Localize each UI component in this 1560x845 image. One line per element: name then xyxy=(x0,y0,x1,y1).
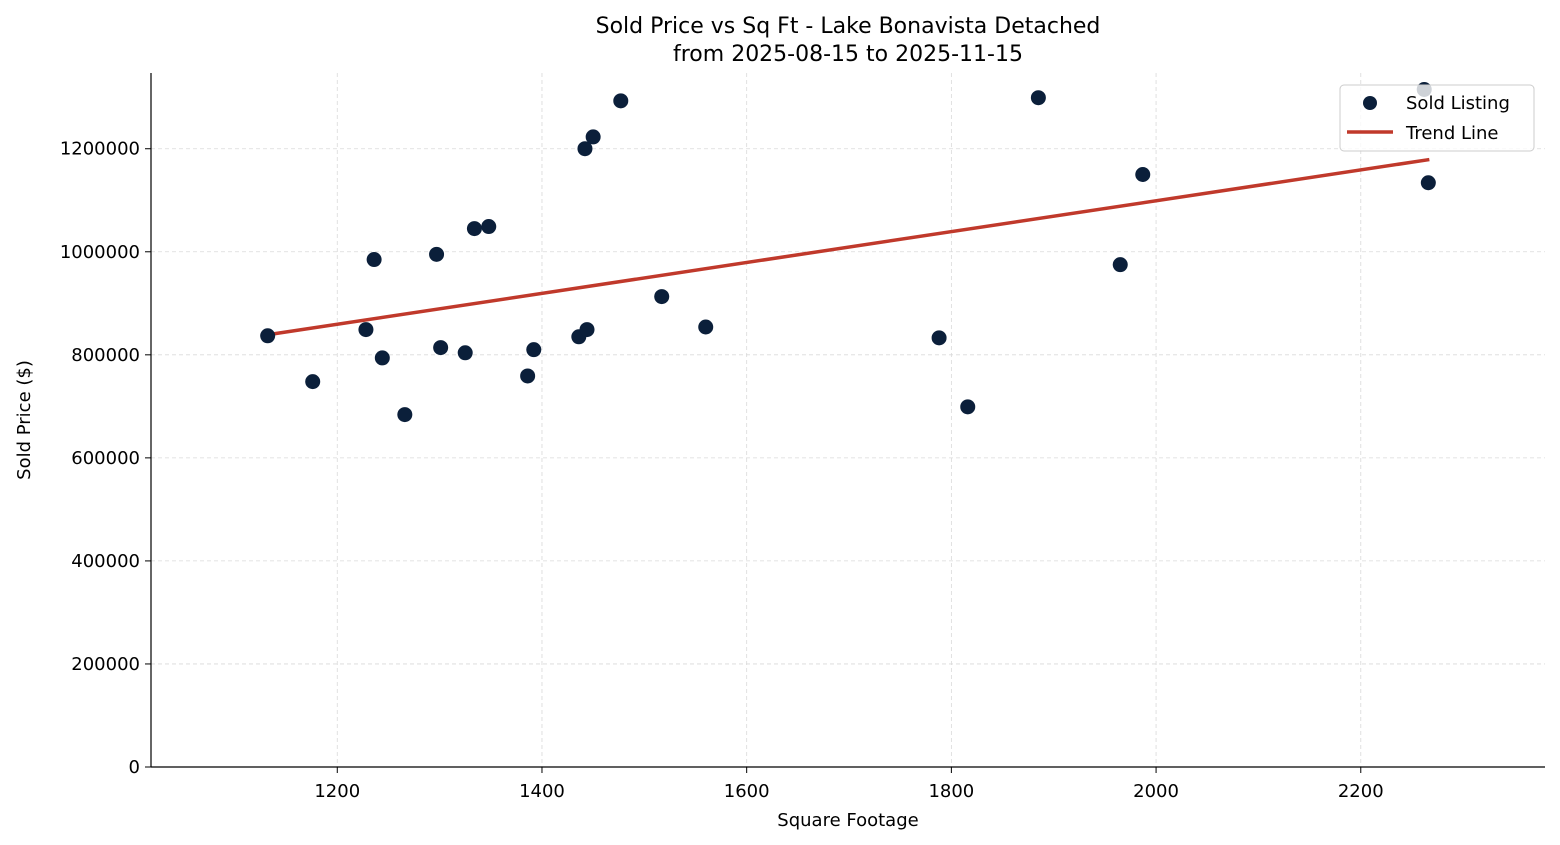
data-point xyxy=(1420,175,1436,191)
legend: Sold Listing Trend Line xyxy=(1339,84,1535,152)
legend-label-sold-listing: Sold Listing xyxy=(1406,93,1510,114)
data-point xyxy=(960,399,976,415)
data-point xyxy=(931,330,947,346)
chart-title: Sold Price vs Sq Ft - Lake Bonavista Det… xyxy=(596,14,1101,39)
data-point xyxy=(520,368,536,384)
data-point xyxy=(366,252,382,268)
x-tick-label: 1800 xyxy=(928,781,974,802)
data-point xyxy=(358,322,374,338)
x-axis-label: Square Footage xyxy=(777,810,918,831)
data-point xyxy=(1112,257,1128,273)
data-point xyxy=(397,407,413,423)
trend-line xyxy=(267,157,1430,337)
x-tick-label: 2000 xyxy=(1133,781,1179,802)
data-point xyxy=(698,319,714,335)
legend-box xyxy=(1339,84,1535,152)
x-tick-label: 1400 xyxy=(519,781,565,802)
data-point xyxy=(579,322,595,338)
data-point xyxy=(585,129,601,145)
chart-subtitle: from 2025-08-15 to 2025-11-15 xyxy=(673,42,1023,67)
y-axis-label: Sold Price ($) xyxy=(14,360,35,480)
y-tick-label: 0 xyxy=(129,757,140,778)
axes: 1200 1400 1600 1800 2000 2200 0 200000 400000 600… xyxy=(60,73,1545,802)
data-point xyxy=(1030,90,1046,106)
y-tick-label: 600000 xyxy=(71,448,140,469)
x-tick-label: 1200 xyxy=(314,781,360,802)
data-point xyxy=(429,246,445,262)
legend-label-trend-line: Trend Line xyxy=(1405,123,1499,144)
data-point xyxy=(526,342,542,358)
grid xyxy=(151,73,1545,767)
y-tick-label: 400000 xyxy=(71,551,140,572)
data-point xyxy=(374,350,390,366)
y-tick-label: 200000 xyxy=(71,654,140,675)
data-point xyxy=(654,289,670,305)
x-tick-label: 2200 xyxy=(1338,781,1384,802)
data-point xyxy=(260,328,276,344)
y-tick-label: 1000000 xyxy=(60,242,140,263)
x-tick-label: 1600 xyxy=(724,781,770,802)
data-point xyxy=(481,219,497,235)
data-point xyxy=(577,141,593,157)
data-point xyxy=(457,345,473,361)
data-point xyxy=(1135,166,1151,182)
data-point xyxy=(466,221,482,237)
legend-marker-sold-listing xyxy=(1363,96,1377,110)
y-tick-label: 800000 xyxy=(71,345,140,366)
y-tick-label: 1200000 xyxy=(60,139,140,160)
data-point xyxy=(613,93,629,109)
trend-line-layer xyxy=(267,157,1430,337)
data-point xyxy=(305,374,321,390)
data-point xyxy=(433,340,449,356)
